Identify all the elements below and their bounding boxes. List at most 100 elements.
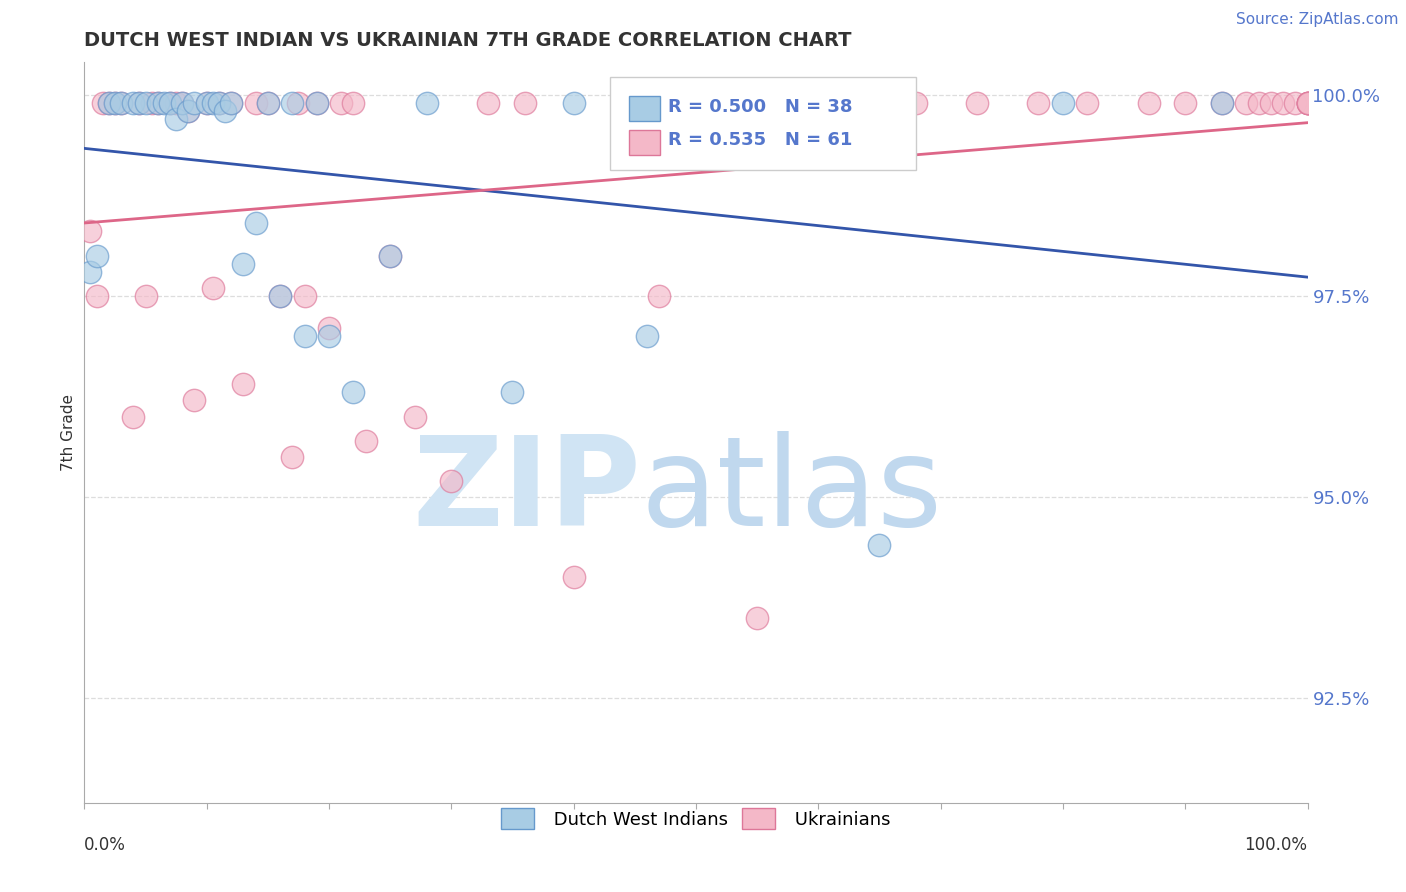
Point — [219, 95, 242, 110]
Point — [86, 289, 108, 303]
FancyBboxPatch shape — [628, 95, 661, 121]
Point — [232, 257, 254, 271]
Point — [318, 329, 340, 343]
Point — [1296, 95, 1319, 110]
Point — [1260, 95, 1282, 110]
Point — [141, 95, 163, 110]
Text: R = 0.535   N = 61: R = 0.535 N = 61 — [668, 131, 852, 149]
Point — [128, 95, 150, 110]
Point — [636, 329, 658, 343]
Text: 100.0%: 100.0% — [1244, 836, 1308, 855]
Point — [612, 95, 634, 110]
Point — [79, 224, 101, 238]
Point — [281, 95, 304, 110]
Point — [172, 95, 194, 110]
Point — [177, 103, 200, 118]
Point — [257, 95, 280, 110]
Point — [104, 95, 127, 110]
Point — [183, 393, 205, 408]
Point — [257, 95, 280, 110]
Point — [122, 95, 145, 110]
Point — [245, 95, 267, 110]
Point — [219, 95, 242, 110]
Point — [195, 95, 218, 110]
Point — [1076, 95, 1098, 110]
Point — [648, 289, 671, 303]
Point — [177, 103, 200, 118]
Point — [110, 95, 132, 110]
Point — [146, 95, 169, 110]
Text: Source: ZipAtlas.com: Source: ZipAtlas.com — [1236, 12, 1399, 27]
Point — [318, 321, 340, 335]
Point — [342, 385, 364, 400]
Point — [128, 95, 150, 110]
Point — [1247, 95, 1270, 110]
Point — [305, 95, 328, 110]
Point — [440, 474, 463, 488]
Point — [195, 95, 218, 110]
Point — [380, 249, 402, 263]
Point — [201, 281, 224, 295]
Point — [172, 95, 194, 110]
Point — [380, 249, 402, 263]
Point — [354, 434, 377, 448]
Point — [281, 450, 304, 464]
Point — [905, 95, 928, 110]
Point — [477, 95, 499, 110]
Point — [214, 103, 236, 118]
Point — [404, 409, 426, 424]
Text: DUTCH WEST INDIAN VS UKRAINIAN 7TH GRADE CORRELATION CHART: DUTCH WEST INDIAN VS UKRAINIAN 7TH GRADE… — [84, 30, 852, 50]
Point — [305, 95, 328, 110]
Point — [135, 289, 157, 303]
Point — [79, 265, 101, 279]
Point — [269, 289, 291, 303]
Point — [1296, 95, 1319, 110]
Point — [1284, 95, 1306, 110]
Point — [1211, 95, 1233, 110]
Point — [135, 95, 157, 110]
Point — [685, 95, 707, 110]
Point — [1052, 95, 1074, 110]
Point — [104, 95, 127, 110]
Point — [153, 95, 176, 110]
Point — [183, 95, 205, 110]
Point — [287, 95, 309, 110]
FancyBboxPatch shape — [610, 78, 917, 169]
FancyBboxPatch shape — [628, 130, 661, 155]
Point — [1296, 95, 1319, 110]
Point — [330, 95, 353, 110]
Point — [91, 95, 114, 110]
Point — [844, 95, 866, 110]
Point — [1272, 95, 1295, 110]
Point — [1296, 95, 1319, 110]
Point — [1174, 95, 1197, 110]
Point — [1211, 95, 1233, 110]
Point — [97, 95, 120, 110]
Point — [294, 329, 316, 343]
Point — [562, 95, 585, 110]
Point — [513, 95, 536, 110]
Point — [245, 216, 267, 230]
Point — [86, 249, 108, 263]
Point — [562, 570, 585, 584]
Text: ZIP: ZIP — [412, 432, 641, 552]
Point — [146, 95, 169, 110]
Point — [201, 95, 224, 110]
Point — [502, 385, 524, 400]
Point — [1028, 95, 1050, 110]
Point — [208, 95, 231, 110]
Point — [1236, 95, 1258, 110]
Point — [1296, 95, 1319, 110]
Y-axis label: 7th Grade: 7th Grade — [60, 394, 76, 471]
Point — [783, 95, 806, 110]
Point — [165, 112, 187, 126]
Point — [110, 95, 132, 110]
Point — [208, 95, 231, 110]
Point — [159, 95, 181, 110]
Text: 0.0%: 0.0% — [84, 836, 127, 855]
Point — [159, 95, 181, 110]
Text: R = 0.500   N = 38: R = 0.500 N = 38 — [668, 98, 852, 116]
Text: atlas: atlas — [641, 432, 943, 552]
Point — [747, 95, 769, 110]
Point — [1137, 95, 1160, 110]
